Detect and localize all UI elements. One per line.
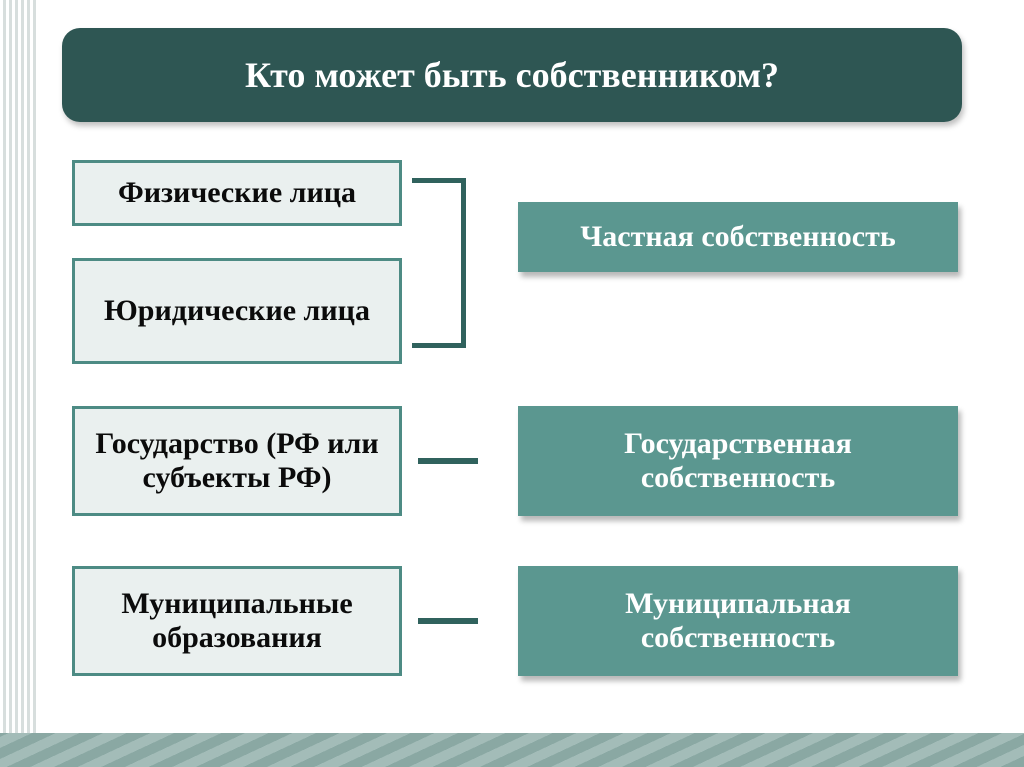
ownership-state-label: Государственная собственность [528,427,948,496]
bracket-connector [412,178,466,348]
subject-municipal: Муниципальные образования [72,566,402,676]
bottom-hatch-decor [0,733,1024,767]
subject-legal-label: Юридические лица [104,294,370,329]
ownership-state: Государственная собственность [518,406,958,516]
dash-connector-state [418,458,478,464]
ownership-private: Частная собственность [518,202,958,272]
left-stripe-decor [0,0,36,767]
dash-connector-municipal [418,618,478,624]
slide-title: Кто может быть собственником? [62,28,962,122]
subject-state-label: Государство (РФ или субъекты РФ) [85,427,389,496]
ownership-municipal-label: Муниципальная собственность [528,587,948,656]
subject-legal-entities: Юридические лица [72,258,402,364]
subject-physical-label: Физические лица [118,176,356,211]
subject-physical-persons: Физические лица [72,160,402,226]
ownership-municipal: Муниципальная собственность [518,566,958,676]
subject-state: Государство (РФ или субъекты РФ) [72,406,402,516]
ownership-private-label: Частная собственность [580,220,895,255]
subject-municipal-label: Муниципальные образования [85,587,389,656]
slide-title-text: Кто может быть собственником? [245,54,779,96]
